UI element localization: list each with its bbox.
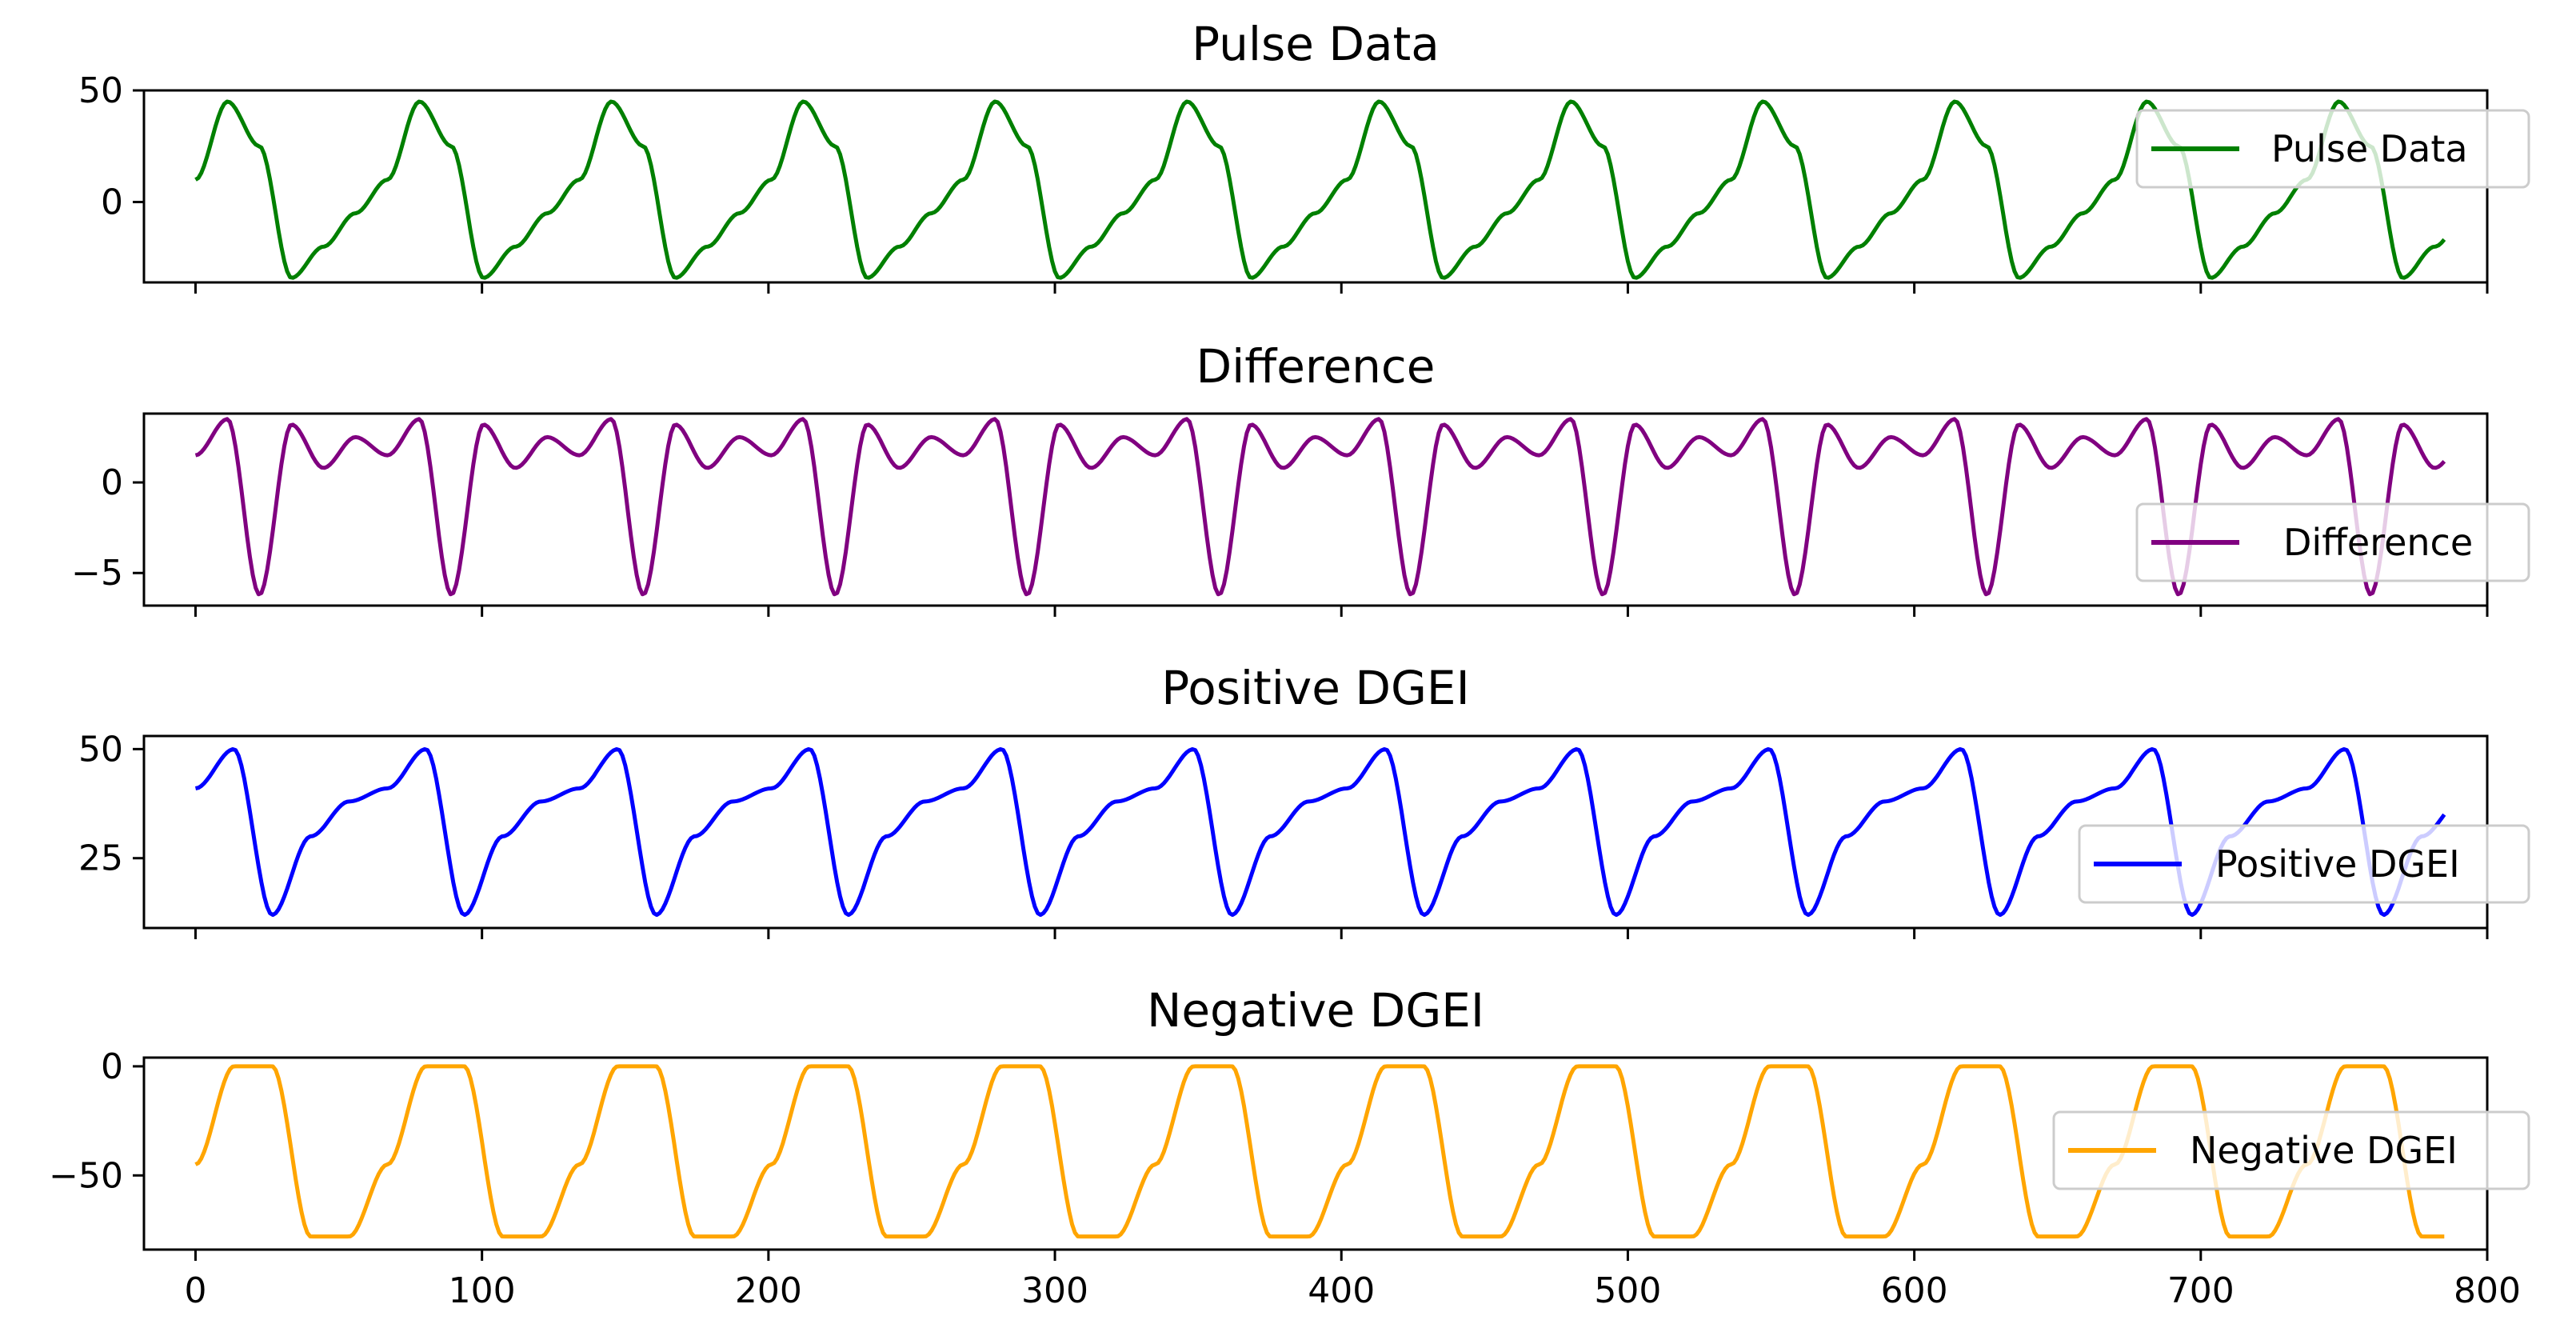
legend: Difference (2135, 502, 2530, 582)
legend-box (2135, 109, 2530, 189)
panel-negative-dgei: Negative DGEI 0 −50 Negative DGEI (49, 983, 2530, 1261)
x-axis-labels: 0 100 200 300 400 500 600 700 800 (184, 1270, 2521, 1311)
x-tick-label: 100 (449, 1270, 516, 1311)
legend-label: Negative DGEI (2190, 1129, 2458, 1172)
x-tick-label: 0 (184, 1270, 206, 1311)
x-tick-label: 700 (2167, 1270, 2235, 1311)
y-axis: 50 0 (78, 70, 144, 223)
negative-dgei-line (194, 1064, 2445, 1239)
y-tick-label: 50 (78, 70, 123, 111)
panel-title: Pulse Data (1192, 17, 1440, 71)
legend: Negative DGEI (2052, 1110, 2530, 1190)
x-axis-ticks (194, 1250, 2489, 1261)
y-tick-label: 0 (101, 182, 123, 223)
legend-label: Pulse Data (2271, 127, 2468, 170)
y-tick-label: 25 (78, 838, 123, 879)
legend-label: Difference (2283, 521, 2473, 564)
x-axis-ticks (194, 928, 2489, 939)
difference-line (194, 417, 2446, 597)
panel-title: Positive DGEI (1161, 661, 1469, 715)
y-axis: 0 −5 (71, 462, 144, 594)
y-tick-label: 0 (101, 462, 123, 503)
legend: Positive DGEI (2078, 824, 2530, 904)
x-tick-label: 600 (1881, 1270, 1948, 1311)
pulse-data-line (194, 99, 2446, 280)
positive-dgei-line (194, 747, 2446, 918)
legend: Pulse Data (2135, 109, 2530, 189)
y-axis: 0 −50 (49, 1046, 144, 1196)
legend-box (2135, 502, 2530, 582)
panel-pulse-data: Pulse Data 50 0 Pulse Data (78, 17, 2530, 294)
panel-title: Negative DGEI (1147, 983, 1484, 1038)
x-tick-label: 400 (1308, 1270, 1375, 1311)
y-axis: 50 25 (78, 729, 144, 879)
x-axis-ticks (194, 606, 2489, 617)
y-tick-label: 0 (101, 1046, 123, 1087)
x-tick-label: 300 (1021, 1270, 1088, 1311)
legend-box (2052, 1110, 2530, 1190)
panel-title: Difference (1196, 339, 1435, 394)
panel-difference: Difference 0 −5 Difference (71, 339, 2530, 617)
x-tick-label: 200 (735, 1270, 802, 1311)
x-tick-label: 800 (2454, 1270, 2521, 1311)
legend-box (2078, 824, 2530, 904)
y-tick-label: −50 (49, 1155, 123, 1196)
x-axis-ticks (194, 282, 2489, 294)
y-tick-label: −5 (71, 553, 123, 594)
y-tick-label: 50 (78, 729, 123, 770)
legend-label: Positive DGEI (2215, 842, 2460, 886)
panel-positive-dgei: Positive DGEI 50 25 Positive DGEI (78, 661, 2530, 939)
x-tick-label: 500 (1594, 1270, 1661, 1311)
